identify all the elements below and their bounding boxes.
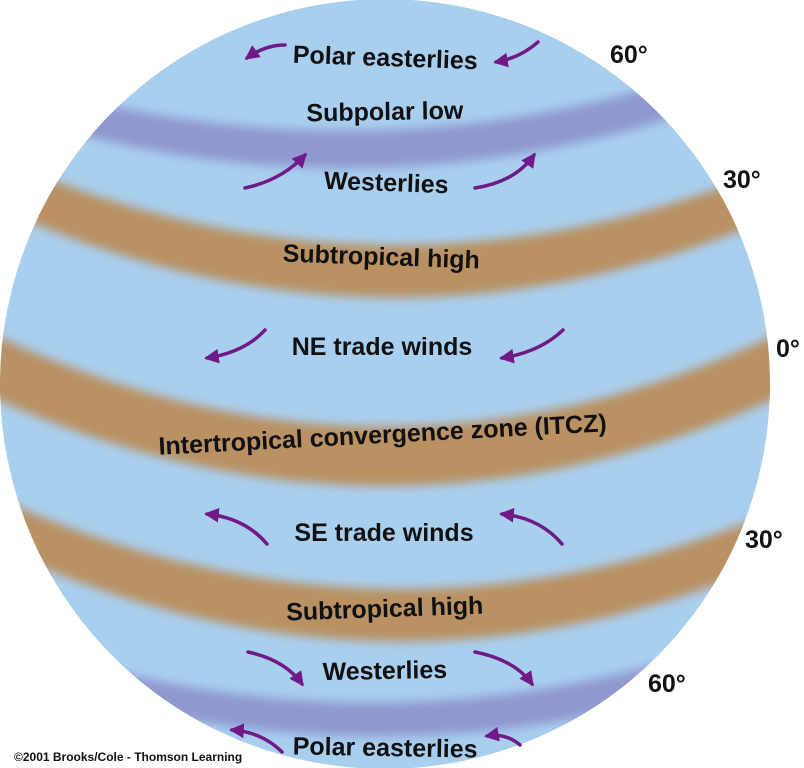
curved-wind-arrow-icon (246, 650, 304, 687)
label-westerlies-north: Westerlies (324, 167, 450, 199)
curved-wind-arrow-icon (499, 328, 565, 364)
band-subpolar-low-north (0, 40, 770, 169)
copyright-credit: ©2001 Brooks/Cole - Thomson Learning (14, 750, 242, 764)
latitude-0: 0° (776, 335, 800, 363)
label-polar-easterlies-north: Polar easterlies (292, 41, 478, 75)
label-subpolar-low: Subpolar low (306, 97, 464, 128)
curved-wind-arrow-icon (204, 507, 269, 546)
latitude-30-south: 30° (745, 526, 783, 554)
curved-wind-arrow-icon (499, 507, 564, 546)
band-itcz (0, 328, 770, 486)
label-polar-easterlies-south: Polar easterlies (292, 732, 477, 763)
latitude-60-north: 60° (610, 41, 648, 69)
latitude-60-south: 60° (648, 670, 686, 698)
label-subtropical-high-south: Subtropical high (286, 592, 484, 627)
band-labels: Polar easterlies Subpolar low Westerlies… (158, 41, 608, 764)
curved-wind-arrow-icon (229, 723, 284, 754)
curved-wind-arrow-icon (204, 328, 267, 364)
curved-wind-arrow-icon (473, 650, 534, 687)
latitude-labels: 60° 30° 0° 30° 60° (610, 41, 800, 698)
wind-arrows (204, 40, 565, 754)
curved-wind-arrow-icon (244, 43, 287, 60)
label-se-trade-winds: SE trade winds (294, 519, 473, 547)
latitude-30-north: 30° (723, 166, 761, 194)
curved-wind-arrow-icon (473, 152, 536, 190)
band-subtropical-high-north (0, 150, 770, 298)
curved-wind-arrow-icon (484, 726, 522, 747)
label-subtropical-high-north: Subtropical high (282, 240, 480, 275)
band-subtropical-high-south (0, 490, 770, 642)
label-westerlies-south: Westerlies (322, 656, 447, 686)
curved-wind-arrow-icon (493, 40, 540, 68)
band-subpolar-low-south (0, 620, 770, 737)
curved-wind-arrow-icon (243, 152, 307, 190)
label-ne-trade-winds: NE trade winds (292, 333, 473, 361)
